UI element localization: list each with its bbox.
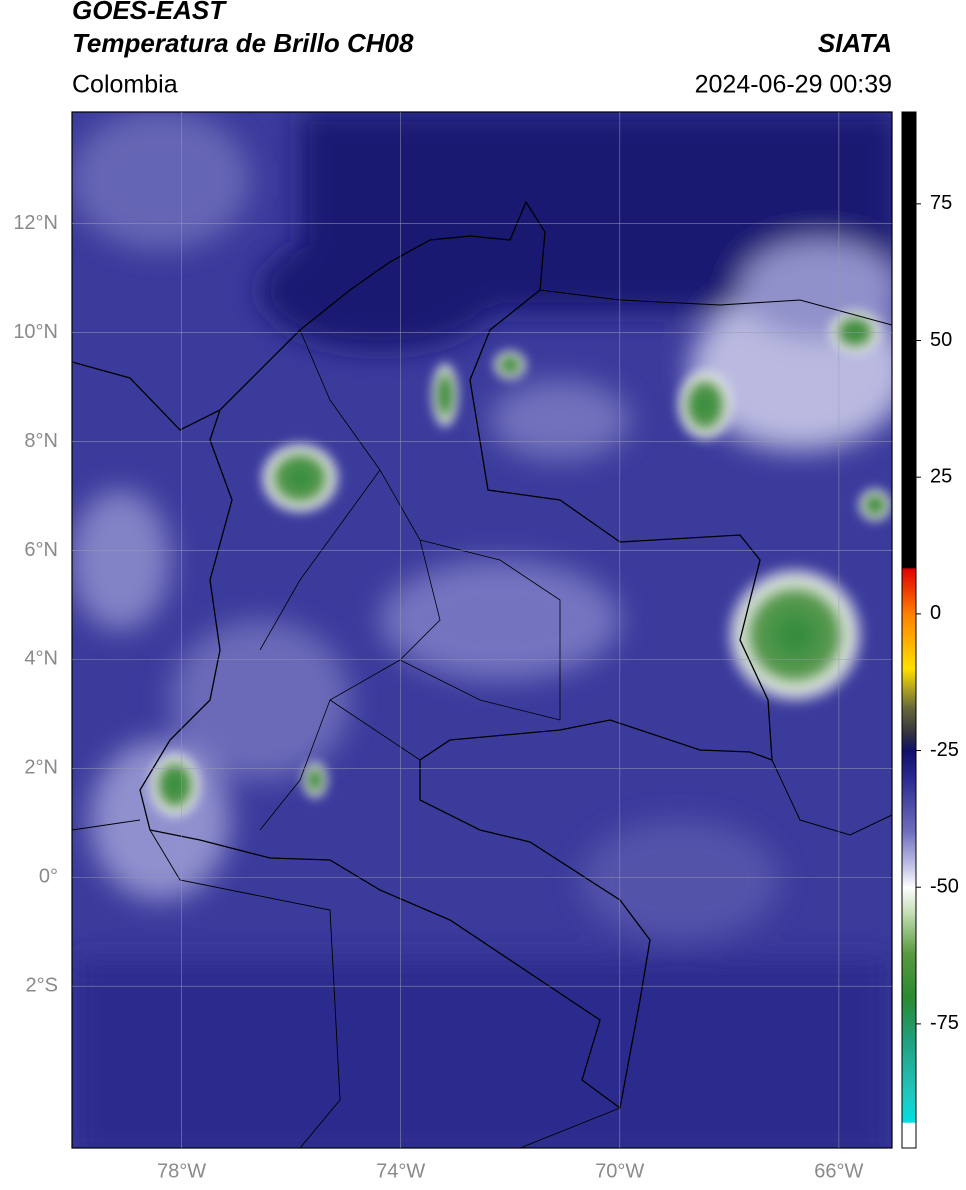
colorbar-segment [902, 613, 916, 670]
colorbar-segment [902, 1122, 916, 1149]
y-tick-label: 2°N [24, 757, 58, 779]
y-tick-label: 10°N [13, 321, 58, 343]
y-tick-label: 12°N [13, 212, 58, 234]
colorbar-tick-label: 50 [930, 329, 952, 351]
y-tick-label: 6°N [24, 539, 58, 561]
subtitle: Temperatura de Brillo CH08 [72, 28, 414, 58]
colorbar-segment [902, 1040, 916, 1096]
colorbar-segment [902, 832, 916, 872]
colorbar-segment [902, 914, 916, 954]
y-tick-label: 8°N [24, 430, 58, 452]
map-frame [71, 111, 893, 1149]
y-tick-label: 0° [39, 866, 58, 888]
x-tick-label: 78°W [157, 1160, 206, 1182]
y-tick-label: 4°N [24, 648, 58, 670]
colorbar-segment [902, 568, 916, 615]
colorbar-segment [902, 870, 916, 888]
colorbar-tick-label: -50 [930, 876, 959, 898]
colorbar-segment [902, 750, 916, 779]
x-tick-label: 66°W [814, 1160, 863, 1182]
colorbar-segment [902, 112, 916, 569]
colorbar-tick-label: -75 [930, 1012, 959, 1034]
colorbar-frame [901, 111, 917, 1149]
map-image [72, 112, 892, 1148]
colorbar-segment [902, 668, 916, 708]
colorbar-segment [902, 1094, 916, 1123]
colorbar-tick-label: -25 [930, 739, 959, 761]
colorbar-tick-label: 0 [930, 602, 941, 624]
colorbar-segment [902, 777, 916, 834]
colorbar-segment [902, 887, 916, 916]
colorbar-tick-label: 25 [930, 465, 952, 487]
colorbar-segment [902, 952, 916, 998]
colorbar-segment [902, 706, 916, 735]
y-tick-label: 2°S [26, 975, 58, 997]
title: GOES-EAST [72, 0, 227, 25]
x-tick-label: 74°W [376, 1160, 425, 1182]
x-tick-label: 70°W [595, 1160, 644, 1182]
source: SIATA [818, 28, 892, 58]
colorbar-tick-label: 75 [930, 192, 952, 214]
timestamp: 2024-06-29 00:39 [695, 71, 892, 99]
colorbar-segment [902, 567, 916, 569]
colorbar-segment [902, 996, 916, 1041]
region: Colombia [72, 71, 178, 99]
colorbar-segment [902, 734, 916, 752]
colorbar-segment [902, 1122, 916, 1124]
